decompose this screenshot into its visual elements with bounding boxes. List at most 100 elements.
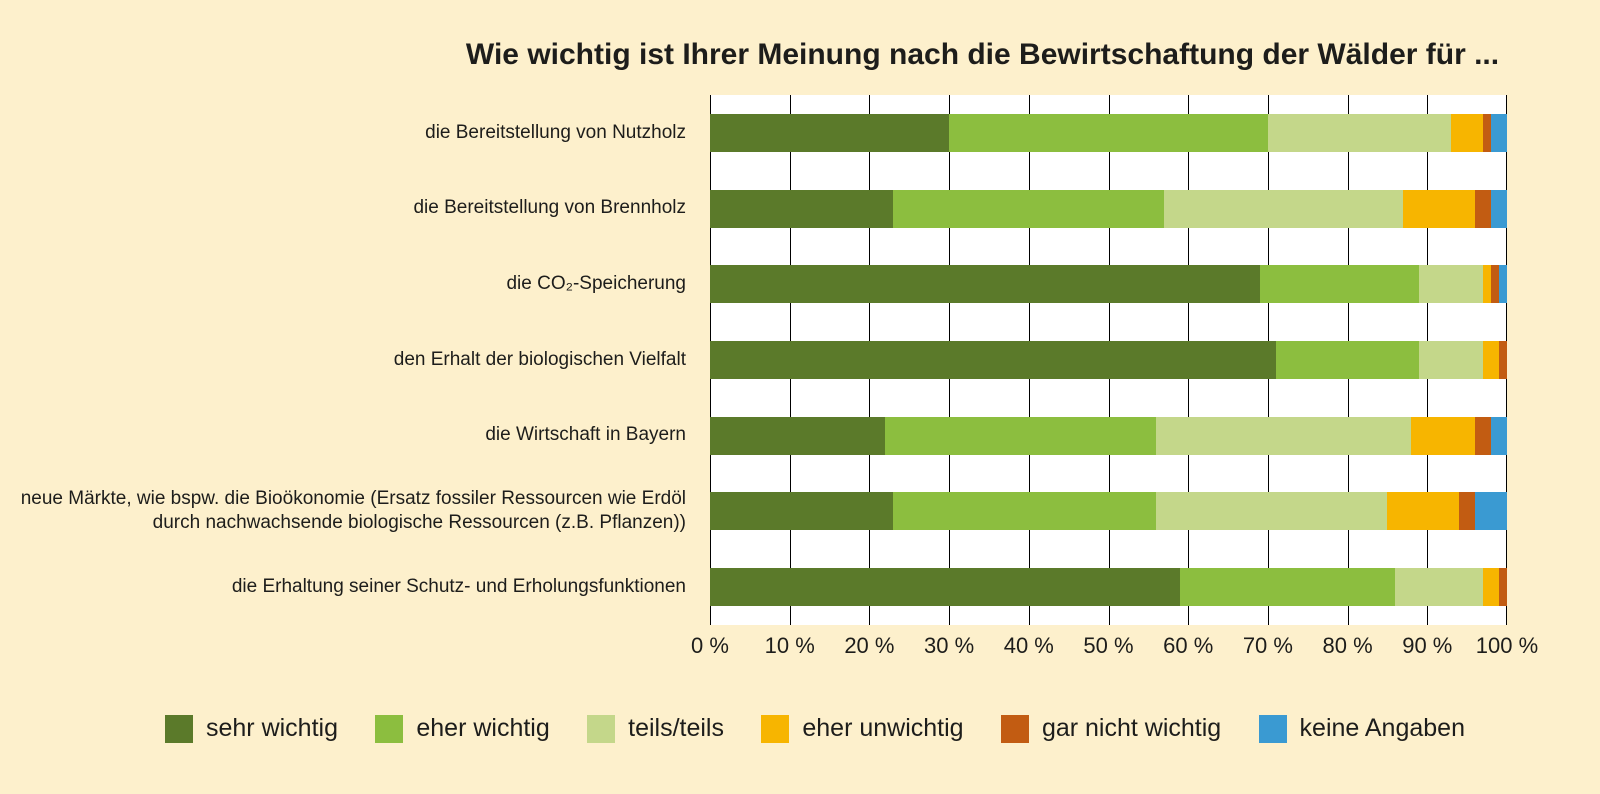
stacked-bar: [710, 341, 1507, 380]
bar-segment: [1483, 265, 1492, 304]
legend-label: gar nicht wichtig: [1041, 714, 1222, 742]
bar-segment: [1491, 189, 1507, 228]
bar-segment: [1156, 416, 1412, 455]
category-label-text: die Bereitstellung von Brennholz: [413, 197, 686, 219]
bar-segment: [1475, 189, 1492, 228]
bar-rows-layer: [710, 95, 1507, 625]
category-labels-column: die Bereitstellung von Nutzholz die Berei…: [0, 95, 698, 625]
bar-segment: [885, 416, 1157, 455]
category-label-text: den Erhalt der biologischen Vielfalt: [393, 348, 686, 370]
category-label-text: die CO₂-Speicherung: [506, 272, 686, 294]
legend-label: teils/teils: [628, 714, 724, 742]
stacked-bar: [710, 416, 1507, 455]
x-axis: 0 % 10 % 20 % 30 % 40 % 50 % 60 % 70 % 80 % 90 % 1…: [691, 633, 1538, 665]
bar-segment: [710, 265, 1260, 304]
legend-swatch: [165, 714, 193, 743]
x-tick-label: 30 %: [924, 633, 975, 658]
bar-segment: [893, 492, 1157, 531]
x-tick-label: 40 %: [1003, 633, 1054, 658]
legend-label: eher unwichtig: [802, 714, 964, 742]
category-label: den Erhalt der biologischen Vielfalt: [0, 322, 698, 398]
legend-swatch: [1000, 714, 1029, 743]
bar-segment: [1475, 416, 1492, 455]
legend-swatch: [587, 714, 616, 743]
legend-item: eher unwichtig: [761, 714, 964, 743]
bar-segment: [1475, 492, 1507, 531]
category-label: neue Märkte, wie bspw. die Bioökonomie (…: [0, 474, 698, 550]
bar-row: [710, 95, 1507, 171]
bar-segment: [1156, 492, 1388, 531]
category-label: die Wirtschaft in Bayern: [0, 398, 698, 474]
bar-segment: [1419, 265, 1484, 304]
bar-segment: [1483, 341, 1499, 380]
chart-title: Wie wichtig ist Ihrer Meinung nach die B…: [465, 38, 1500, 71]
legend: sehr wichtig eher wichtig teils/teils eher …: [165, 714, 1465, 743]
bar-segment: [1180, 568, 1396, 607]
stacked-bar: [710, 492, 1507, 531]
legend-label: eher wichtig: [416, 714, 550, 742]
bar-segment: [1275, 341, 1420, 380]
x-tick-label: 100 %: [1475, 633, 1539, 658]
bar-segment: [1499, 265, 1507, 304]
stacked-bar: [710, 189, 1507, 228]
bar-segment: [1483, 113, 1492, 152]
legend-label: keine Angaben: [1299, 714, 1465, 742]
x-tick-label: 50 %: [1083, 633, 1134, 658]
legend-item: sehr wichtig: [165, 714, 338, 743]
category-label: die Erhaltung seiner Schutz- und Erholun…: [0, 549, 698, 625]
legend-item: gar nicht wichtig: [1000, 714, 1222, 743]
x-tick-label: 10 %: [764, 633, 815, 658]
bar-segment: [1483, 568, 1499, 607]
bar-row: [710, 246, 1507, 322]
bar-segment: [1459, 492, 1476, 531]
bar-segment: [1403, 189, 1476, 228]
bar-segment: [949, 113, 1268, 152]
x-tick-label: 90 %: [1402, 633, 1453, 658]
bar-segment: [710, 189, 894, 228]
bar-row: [710, 171, 1507, 247]
legend-item: teils/teils: [587, 714, 724, 743]
bar-row: [710, 549, 1507, 625]
bar-segment: [1499, 341, 1507, 380]
legend-swatch: [375, 714, 404, 743]
bar-segment: [1411, 416, 1476, 455]
bar-segment: [710, 568, 1181, 607]
bar-segment: [1419, 341, 1484, 380]
x-tick-label: 0 %: [691, 633, 729, 658]
bar-segment: [1491, 113, 1507, 152]
x-tick-label: 70 %: [1242, 633, 1293, 658]
category-label-text: die Wirtschaft in Bayern: [485, 424, 686, 446]
bar-segment: [1491, 265, 1499, 304]
bar-segment: [1491, 416, 1507, 455]
x-tick-label: 80 %: [1322, 633, 1373, 658]
legend-item: keine Angaben: [1258, 714, 1465, 743]
bar-segment: [1164, 189, 1404, 228]
bar-segment: [1499, 568, 1507, 607]
bar-row: [710, 322, 1507, 398]
bar-segment: [1387, 492, 1460, 531]
category-label-text: die Bereitstellung von Nutzholz: [425, 121, 686, 143]
legend-swatch: [761, 714, 790, 743]
legend-label: sehr wichtig: [206, 714, 338, 742]
x-tick-label: 20 %: [844, 633, 895, 658]
category-label-text: neue Märkte, wie bspw. die Bioökonomie (…: [20, 487, 686, 534]
bar-segment: [1451, 113, 1484, 152]
bar-segment: [710, 492, 894, 531]
category-label: die Bereitstellung von Nutzholz: [0, 95, 698, 171]
legend-swatch: [1258, 714, 1287, 743]
bar-segment: [1259, 265, 1420, 304]
bar-segment: [710, 341, 1276, 380]
legend-item: eher wichtig: [375, 714, 550, 743]
bar-segment: [710, 113, 950, 152]
bar-row: [710, 398, 1507, 474]
bar-segment: [1267, 113, 1452, 152]
category-label: die CO₂-Speicherung: [0, 246, 698, 322]
bar-segment: [1395, 568, 1484, 607]
plot-area: [710, 95, 1507, 625]
bar-segment: [710, 416, 886, 455]
bar-row: [710, 474, 1507, 550]
stacked-bar: [710, 113, 1507, 152]
category-label-text: die Erhaltung seiner Schutz- und Erholun…: [231, 575, 686, 597]
category-label: die Bereitstellung von Brennholz: [0, 171, 698, 247]
